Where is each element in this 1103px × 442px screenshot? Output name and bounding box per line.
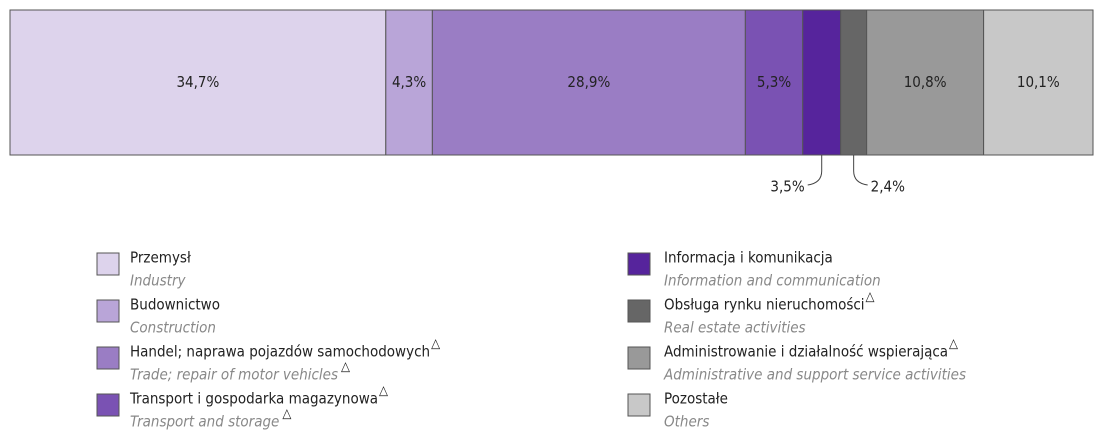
legend-swatch	[96, 346, 120, 370]
legend-name: Przemysł	[130, 249, 191, 267]
legend-swatch	[96, 299, 120, 323]
legend-name: Transport i gospodarka magazynowa	[129, 390, 378, 408]
legend-note: △	[949, 337, 958, 352]
legend-note: △	[379, 384, 388, 399]
value-label: 4,3%	[392, 73, 426, 91]
legend-name: Administrowanie i działalność wspierając…	[664, 343, 948, 361]
legend-label: Industry	[130, 272, 187, 290]
leader-line	[807, 155, 823, 186]
legend-label: Real estate activities	[664, 319, 806, 337]
bar-segment	[866, 9, 985, 156]
legend-name: Pozostałe	[664, 390, 728, 408]
value-label: 28,9%	[567, 73, 610, 91]
legend-label: Others	[664, 413, 709, 431]
legend-note: △	[866, 290, 875, 305]
legend-swatch	[96, 393, 120, 417]
value-label: 3,5%	[770, 178, 804, 196]
legend-swatch	[627, 346, 651, 370]
bar-segment	[802, 9, 842, 156]
bar-segment	[840, 9, 868, 156]
bar-segment	[983, 9, 1094, 156]
legend-swatch	[627, 299, 651, 323]
legend-note: △	[431, 337, 440, 352]
value-label: 10,8%	[904, 73, 947, 91]
value-label: 10,1%	[1017, 73, 1060, 91]
legend-label: Information and communication	[664, 272, 881, 290]
legend-name: Obsługa rynku nieruchomości	[664, 296, 865, 314]
bar-segment	[9, 9, 387, 156]
leader-line	[853, 155, 868, 186]
bar-segment	[385, 9, 433, 156]
value-label: 34,7%	[176, 73, 219, 91]
value-label: 5,3%	[757, 73, 791, 91]
legend-name: Budownictwo	[130, 296, 220, 314]
legend-label: Trade; repair of motor vehicles	[130, 366, 338, 384]
bar-segment	[431, 9, 746, 156]
legend-label: Administrative and support service activ…	[663, 366, 966, 384]
legend-note: △	[341, 360, 350, 375]
legend-swatch	[96, 252, 120, 276]
legend-label: Transport and storage	[130, 413, 279, 431]
bar-segment	[744, 9, 804, 156]
value-label: 2,4%	[871, 178, 905, 196]
legend-swatch	[627, 393, 651, 417]
legend-note: △	[282, 407, 291, 422]
legend-label: Construction	[130, 319, 216, 337]
legend-swatch	[627, 252, 651, 276]
legend-name: Handel; naprawa pojazdów samochodowych	[130, 343, 430, 361]
legend-name: Informacja i komunikacja	[664, 249, 833, 267]
